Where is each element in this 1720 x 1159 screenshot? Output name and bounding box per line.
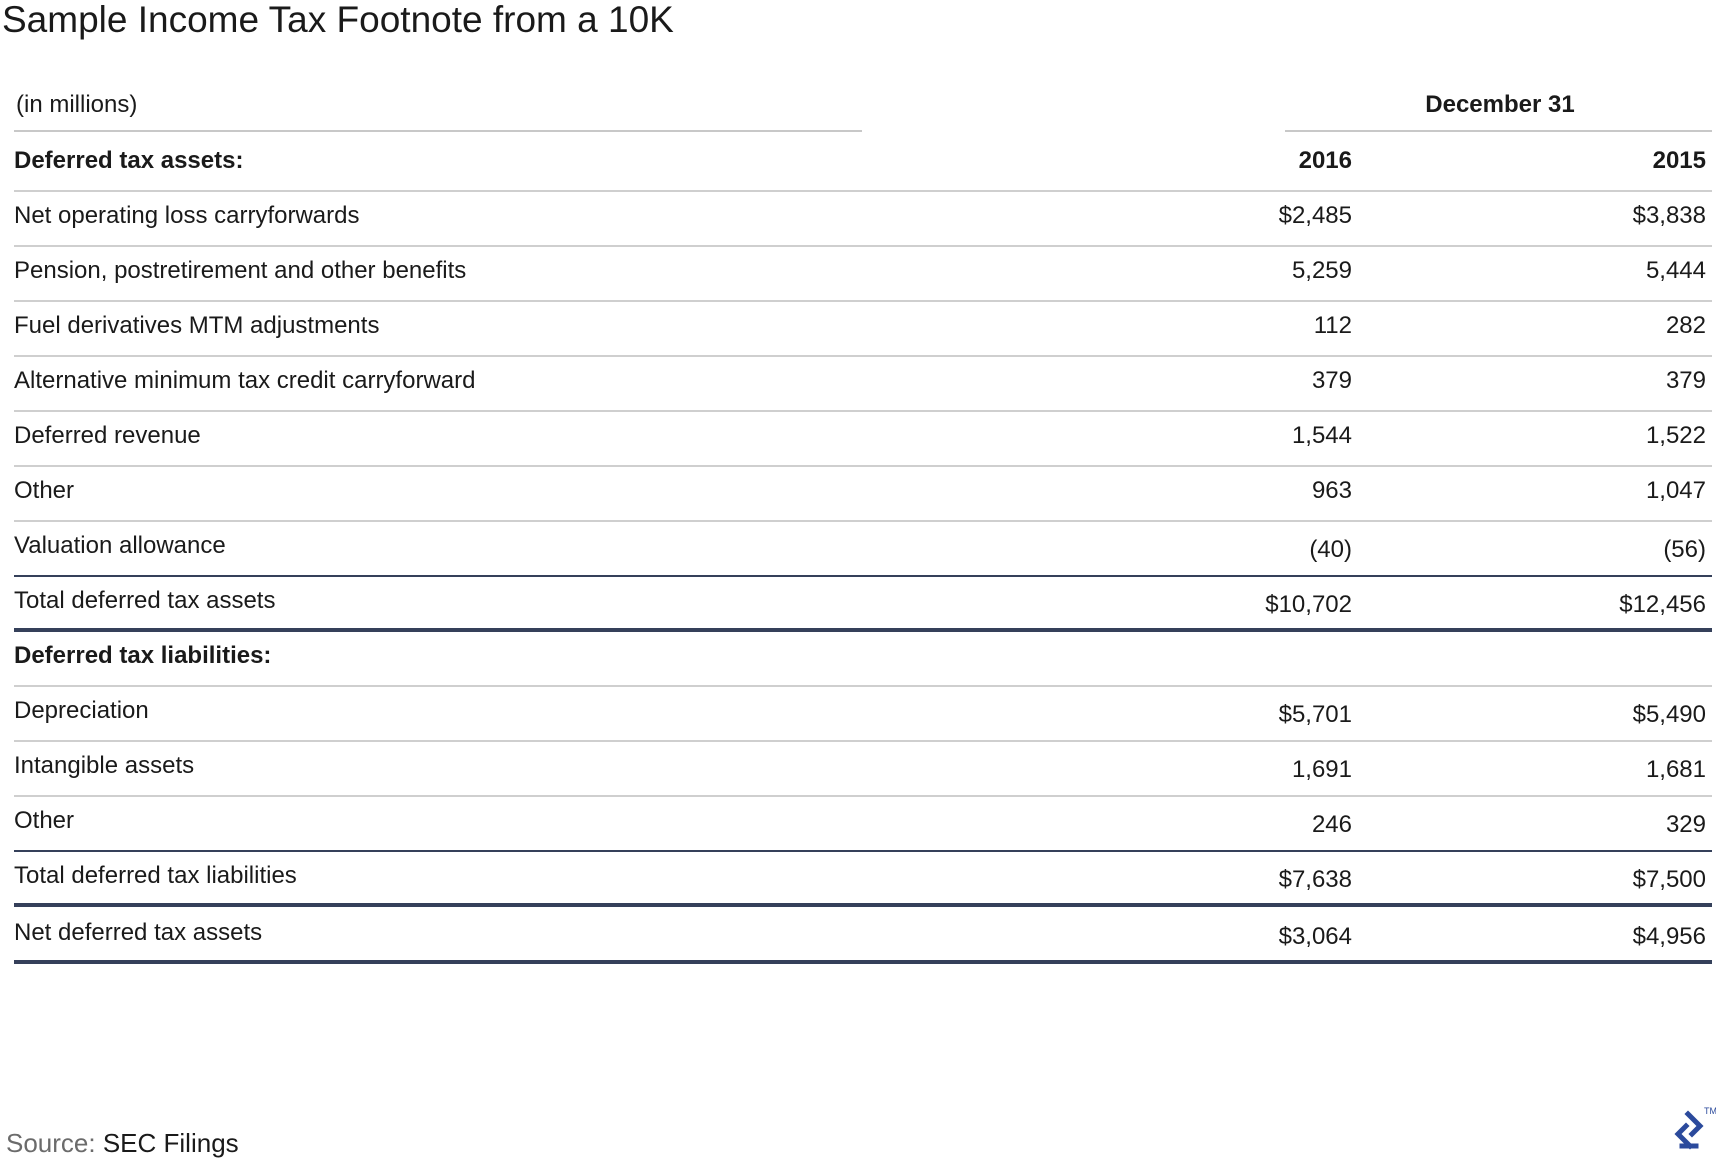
table-row: Valuation allowance (40) (56) bbox=[14, 517, 1712, 577]
svg-text:TM: TM bbox=[1704, 1106, 1716, 1116]
row-label: Intangible assets bbox=[14, 752, 195, 779]
value-2015: $7,500 bbox=[1632, 866, 1706, 893]
value-2015: 329 bbox=[1665, 811, 1706, 838]
value-2016: 963 bbox=[1311, 477, 1352, 504]
value-2015: $3,838 bbox=[1632, 202, 1706, 229]
value-2015: $12,456 bbox=[1619, 591, 1706, 618]
assets-header-row: Deferred tax assets: 2016 2015 bbox=[14, 132, 1712, 192]
value-2015: 5,444 bbox=[1645, 257, 1706, 284]
value-2016: $5,701 bbox=[1278, 701, 1352, 728]
value-2016: 112 bbox=[1313, 312, 1352, 339]
table-row: Net operating loss carryforwards $2,485 … bbox=[14, 187, 1712, 247]
value-2015: 1,681 bbox=[1645, 756, 1706, 783]
total-assets-row: Total deferred tax assets $10,702 $12,45… bbox=[14, 572, 1712, 632]
period-label: December 31 bbox=[1425, 91, 1575, 118]
row-label: Total deferred tax assets bbox=[14, 587, 276, 614]
units-divider bbox=[14, 130, 862, 132]
row-label: Valuation allowance bbox=[14, 532, 226, 559]
value-2016: 1,544 bbox=[1291, 422, 1352, 449]
value-2015: (56) bbox=[1663, 536, 1706, 563]
value-2016: $3,064 bbox=[1278, 923, 1352, 950]
value-2015: $5,490 bbox=[1632, 701, 1706, 728]
value-2015: 379 bbox=[1665, 367, 1706, 394]
value-2016: 379 bbox=[1311, 367, 1352, 394]
value-2016: $2,485 bbox=[1278, 202, 1352, 229]
units-label: (in millions) bbox=[16, 91, 138, 118]
source-note: Source: SEC Filings bbox=[6, 1128, 239, 1158]
toptal-logo-icon: TM bbox=[1666, 1102, 1717, 1154]
column-header-2016: 2016 bbox=[1298, 147, 1352, 174]
section-header-assets: Deferred tax assets: bbox=[14, 147, 244, 174]
row-label: Depreciation bbox=[14, 697, 149, 724]
table-row: Other 963 1,047 bbox=[14, 462, 1712, 522]
table-row: Depreciation $5,701 $5,490 bbox=[14, 682, 1712, 742]
table-row: Intangible assets 1,691 1,681 bbox=[14, 737, 1712, 797]
table-row: Fuel derivatives MTM adjustments 112 282 bbox=[14, 297, 1712, 357]
value-2015: 1,047 bbox=[1645, 477, 1706, 504]
value-2016: $7,638 bbox=[1278, 866, 1352, 893]
row-label: Deferred revenue bbox=[14, 422, 201, 449]
total-liabilities-row: Total deferred tax liabilities $7,638 $7… bbox=[14, 847, 1712, 907]
source-prefix: Source: bbox=[6, 1128, 96, 1158]
row-label: Other bbox=[14, 807, 75, 834]
row-label: Net deferred tax assets bbox=[14, 919, 263, 946]
value-2016: (40) bbox=[1309, 536, 1352, 563]
source-name: SEC Filings bbox=[102, 1128, 239, 1158]
value-2015: $4,956 bbox=[1632, 923, 1706, 950]
row-label: Fuel derivatives MTM adjustments bbox=[14, 312, 380, 339]
section-header-liabilities: Deferred tax liabilities: bbox=[14, 642, 272, 669]
liabilities-header-row: Deferred tax liabilities: bbox=[14, 627, 1712, 687]
value-2016: $10,702 bbox=[1265, 591, 1352, 618]
page-title: Sample Income Tax Footnote from a 10K bbox=[2, 0, 674, 40]
row-label: Pension, postretirement and other benefi… bbox=[14, 257, 467, 284]
table-row: Alternative minimum tax credit carryforw… bbox=[14, 352, 1712, 412]
row-label: Total deferred tax liabilities bbox=[14, 862, 297, 889]
table-row: Pension, postretirement and other benefi… bbox=[14, 242, 1712, 302]
row-label: Alternative minimum tax credit carryforw… bbox=[14, 367, 476, 394]
row-label: Net operating loss carryforwards bbox=[14, 202, 360, 229]
row-label: Other bbox=[14, 477, 75, 504]
net-deferred-row: Net deferred tax assets $3,064 $4,956 bbox=[14, 904, 1712, 964]
table-row: Other 246 329 bbox=[14, 792, 1712, 852]
value-2015: 282 bbox=[1665, 312, 1706, 339]
value-2016: 5,259 bbox=[1291, 257, 1352, 284]
value-2015: 1,522 bbox=[1645, 422, 1706, 449]
column-header-2015: 2015 bbox=[1652, 147, 1706, 174]
value-2016: 246 bbox=[1311, 811, 1352, 838]
value-2016: 1,691 bbox=[1291, 756, 1352, 783]
table-row: Deferred revenue 1,544 1,522 bbox=[14, 407, 1712, 467]
period-divider bbox=[1285, 130, 1712, 132]
